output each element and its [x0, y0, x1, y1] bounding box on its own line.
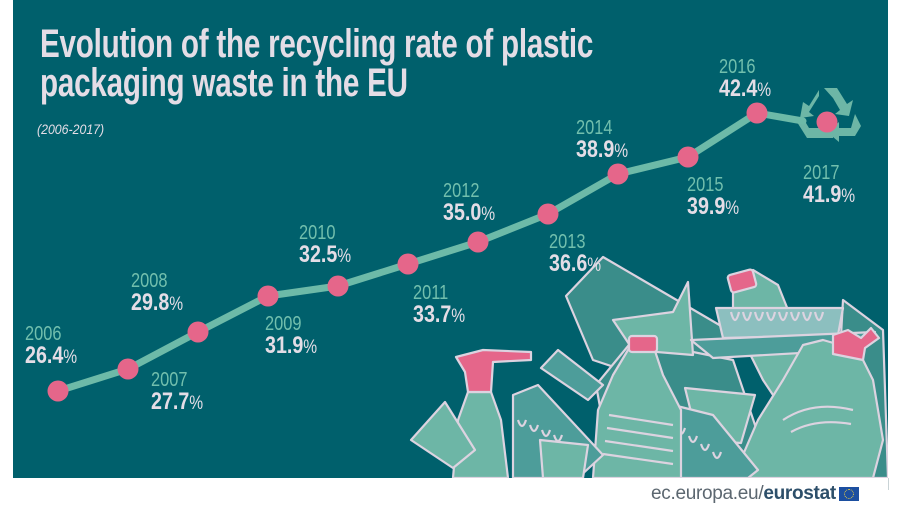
footer-site-text: ec.europa.eu/	[651, 483, 764, 504]
label-2016: 2016 42.4%	[719, 56, 772, 102]
marker-2008	[187, 321, 209, 343]
panel-edge-divider	[888, 478, 889, 490]
title-line-1: Evolution of the recycling rate of plast…	[40, 22, 594, 66]
source-footer[interactable]: ec.europa.eu/eurostat	[651, 483, 859, 504]
label-2009: 2009 31.9%	[265, 313, 318, 359]
trend-line	[54, 109, 807, 395]
marker-2007	[117, 358, 139, 380]
label-2014: 2014 38.9%	[576, 117, 629, 163]
eu-flag-icon	[838, 487, 859, 501]
marker-2017	[816, 111, 838, 133]
label-2011: 2011 33.7%	[413, 282, 466, 328]
marker-2010	[327, 275, 349, 297]
title-line-2: packaging waste in the EU	[40, 61, 408, 105]
marker-2015	[677, 146, 699, 168]
label-2006: 2006 26.4%	[25, 323, 78, 369]
marker-2014	[607, 163, 629, 185]
recycle-icon	[797, 88, 861, 142]
label-2013: 2013 36.6%	[549, 231, 602, 277]
marker-2016	[746, 102, 768, 124]
marker-2012	[467, 231, 489, 253]
marker-2006	[47, 380, 69, 402]
marker-2013	[537, 203, 559, 225]
label-2012: 2012 35.0%	[443, 180, 496, 226]
footer-brand-text: eurostat	[763, 483, 836, 504]
label-2008: 2008 29.8%	[131, 270, 184, 316]
marker-2011	[397, 253, 419, 275]
data-markers	[47, 102, 838, 402]
label-2010: 2010 32.5%	[299, 222, 352, 268]
label-2007: 2007 27.7%	[151, 369, 204, 415]
label-2015: 2015 39.9%	[687, 174, 740, 220]
label-2017: 2017 41.9%	[803, 162, 856, 208]
marker-2009	[257, 285, 279, 307]
subtitle: (2006-2017)	[37, 121, 105, 137]
infographic-panel: Evolution of the recycling rate of plast…	[13, 0, 888, 478]
plastic-waste-illustration	[409, 255, 888, 478]
line-chart	[47, 88, 888, 478]
